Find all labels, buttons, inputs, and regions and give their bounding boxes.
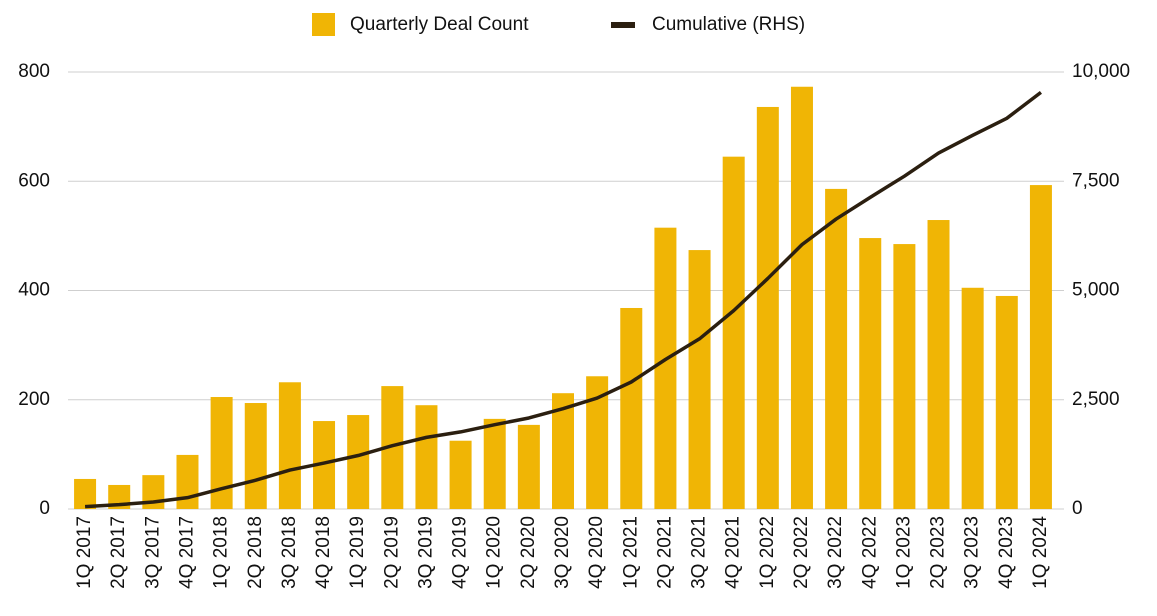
x-tick-label: 3Q 2018 bbox=[279, 516, 300, 589]
x-tick-label: 4Q 2020 bbox=[586, 516, 607, 589]
x-tick-label: 2Q 2019 bbox=[381, 516, 402, 589]
y2-tick-label: 7,500 bbox=[1072, 170, 1120, 191]
bar bbox=[483, 418, 506, 509]
x-tick-label: 2Q 2020 bbox=[518, 516, 539, 589]
bar bbox=[381, 386, 404, 509]
x-tick-label: 3Q 2019 bbox=[415, 516, 436, 589]
bar bbox=[517, 424, 540, 509]
x-tick-label: 1Q 2024 bbox=[1030, 516, 1051, 589]
bar bbox=[893, 244, 916, 509]
x-tick-label: 1Q 2018 bbox=[211, 516, 232, 589]
bar bbox=[313, 421, 336, 509]
x-tick-label: 3Q 2017 bbox=[142, 516, 163, 589]
x-tick-label: 1Q 2020 bbox=[484, 516, 505, 589]
x-tick-label: 2Q 2018 bbox=[245, 516, 266, 589]
x-tick-label: 3Q 2023 bbox=[962, 516, 983, 589]
x-tick-label: 1Q 2023 bbox=[893, 516, 914, 589]
bar bbox=[654, 227, 677, 509]
bar bbox=[688, 250, 711, 509]
bar bbox=[790, 86, 813, 509]
bar bbox=[552, 393, 574, 509]
bar bbox=[244, 403, 267, 509]
bar bbox=[449, 440, 472, 509]
y-tick-label: 0 bbox=[39, 498, 50, 519]
y2-tick-label: 2,500 bbox=[1072, 389, 1120, 410]
bar bbox=[859, 238, 882, 509]
y-tick-label: 800 bbox=[18, 61, 50, 82]
y2-tick-label: 5,000 bbox=[1072, 280, 1120, 301]
bar bbox=[1029, 185, 1052, 510]
y-tick-label: 400 bbox=[18, 280, 50, 301]
x-tick-label: 3Q 2021 bbox=[689, 516, 710, 589]
x-tick-label: 4Q 2019 bbox=[450, 516, 471, 589]
y-tick-label: 600 bbox=[18, 170, 50, 191]
legend-label: Cumulative (RHS) bbox=[652, 14, 805, 35]
x-tick-label: 4Q 2023 bbox=[996, 516, 1017, 589]
x-tick-label: 2Q 2017 bbox=[108, 516, 129, 589]
bar bbox=[961, 287, 984, 509]
x-tick-label: 4Q 2017 bbox=[176, 516, 197, 589]
x-tick-label: 2Q 2021 bbox=[654, 516, 675, 589]
x-tick-label: 3Q 2020 bbox=[552, 516, 573, 589]
bar bbox=[995, 295, 1018, 509]
x-tick-label: 2Q 2022 bbox=[791, 516, 812, 589]
legend-swatch bbox=[312, 13, 335, 36]
bar bbox=[927, 220, 950, 509]
legend-label: Quarterly Deal Count bbox=[350, 14, 529, 35]
legend-swatch bbox=[611, 22, 635, 28]
bar bbox=[210, 397, 233, 509]
x-tick-label: 4Q 2018 bbox=[313, 516, 334, 589]
bar bbox=[586, 376, 609, 509]
bar bbox=[722, 156, 745, 509]
x-tick-label: 1Q 2017 bbox=[74, 516, 95, 589]
y2-tick-label: 0 bbox=[1072, 498, 1083, 519]
bar bbox=[347, 415, 370, 509]
bar bbox=[756, 106, 779, 510]
bar bbox=[415, 405, 438, 509]
x-tick-label: 2Q 2023 bbox=[928, 516, 949, 589]
x-tick-label: 1Q 2019 bbox=[347, 516, 368, 589]
x-tick-label: 1Q 2022 bbox=[757, 516, 778, 589]
bar bbox=[620, 307, 643, 509]
y2-tick-label: 10,000 bbox=[1072, 61, 1130, 82]
x-tick-label: 1Q 2021 bbox=[620, 516, 641, 589]
line bbox=[84, 91, 1042, 509]
x-tick-label: 4Q 2022 bbox=[859, 516, 880, 589]
bar bbox=[176, 454, 199, 509]
x-tick-label: 4Q 2021 bbox=[723, 516, 744, 589]
bar bbox=[74, 478, 97, 509]
y-tick-label: 200 bbox=[18, 389, 50, 410]
bar bbox=[278, 382, 301, 509]
bar bbox=[825, 188, 848, 509]
x-tick-label: 3Q 2022 bbox=[825, 516, 846, 589]
